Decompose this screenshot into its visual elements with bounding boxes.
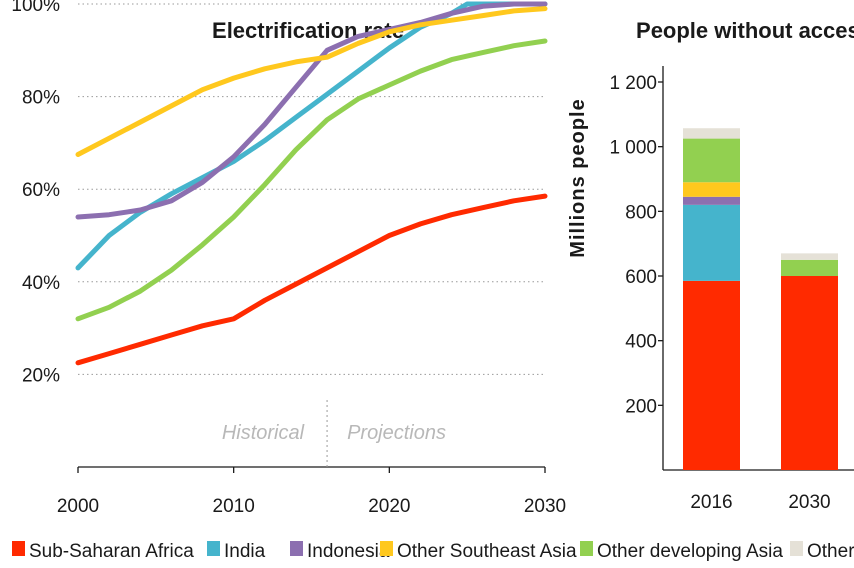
y-tick-label: 40% <box>22 273 60 294</box>
y-tick-label: 1 200 <box>609 73 657 94</box>
legend-label-india: India <box>224 541 266 562</box>
bar-segment-other-developing-asia-2030 <box>781 259 838 276</box>
bar-segment-other-2030 <box>781 253 838 260</box>
bar-segment-sub-saharan-africa-2030 <box>781 276 838 470</box>
x-tick-label: 2010 <box>213 496 255 517</box>
electrification-rate-chart: Electrification rate20%40%60%80%100%2000… <box>11 0 566 517</box>
x-tick-label: 2016 <box>690 492 732 513</box>
chart-title: People without access <box>636 18 854 43</box>
legend-swatch-other-developing-asia <box>580 541 593 556</box>
legend-swatch-sub-saharan-africa <box>12 541 25 556</box>
bar-segment-other-2016 <box>683 128 740 139</box>
chart-legend: Sub-Saharan Africa India Indonesia Other So… <box>12 541 854 562</box>
bar-segment-other-developing-asia-2016 <box>683 138 740 183</box>
y-tick-label: 600 <box>625 267 657 288</box>
y-tick-label: 800 <box>625 202 657 223</box>
legend-swatch-indonesia <box>290 541 303 556</box>
y-tick-label: 100% <box>11 0 60 16</box>
legend-swatch-india <box>207 541 220 556</box>
people-without-access-chart: People without access Millions people 200 4… <box>567 18 854 513</box>
legend-label-indonesia: Indonesia <box>307 541 390 562</box>
legend-label-other: Other <box>807 541 854 562</box>
bar-segment-india-2016 <box>683 204 740 281</box>
series-line-other-southeast-asia <box>75 6 548 157</box>
legend-swatch-other-southeast-asia <box>380 541 393 556</box>
series-line-indonesia <box>75 1 548 220</box>
y-tick-label: 400 <box>625 332 657 353</box>
series-line-sub-saharan-africa <box>75 193 548 366</box>
legend-label-sub-saharan-africa: Sub-Saharan Africa <box>29 541 194 562</box>
x-tick-label: 2030 <box>788 492 830 513</box>
historical-annotation: Historical <box>222 422 305 444</box>
y-axis-label: Millions people <box>567 98 589 257</box>
y-tick-label: 20% <box>22 365 60 386</box>
series-line-other-developing-asia <box>75 38 548 322</box>
y-tick-label: 1 000 <box>609 138 657 159</box>
y-tick-label: 60% <box>22 180 60 201</box>
legend-label-other-developing-asia: Other developing Asia <box>597 541 783 562</box>
x-tick-label: 2000 <box>57 496 99 517</box>
y-tick-label: 200 <box>625 396 657 417</box>
bar-segment-other-southeast-asia-2016 <box>683 182 740 197</box>
legend-label-other-southeast-asia: Other Southeast Asia <box>397 541 577 562</box>
x-tick-label: 2030 <box>524 496 566 517</box>
bar-segment-sub-saharan-africa-2016 <box>683 280 740 470</box>
legend-swatch-other <box>790 541 803 556</box>
projections-annotation: Projections <box>347 422 446 444</box>
bar-segment-indonesia-2016 <box>683 196 740 205</box>
y-tick-label: 80% <box>22 88 60 109</box>
x-tick-label: 2020 <box>368 496 410 517</box>
